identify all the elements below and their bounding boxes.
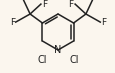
Text: F: F (100, 18, 105, 27)
Text: F: F (89, 0, 94, 1)
Text: F: F (10, 18, 15, 27)
Text: F: F (42, 0, 47, 9)
Text: F: F (68, 0, 73, 9)
Text: Cl: Cl (69, 55, 78, 65)
Text: F: F (21, 0, 26, 1)
Text: Cl: Cl (37, 55, 46, 65)
Text: N: N (54, 45, 61, 55)
